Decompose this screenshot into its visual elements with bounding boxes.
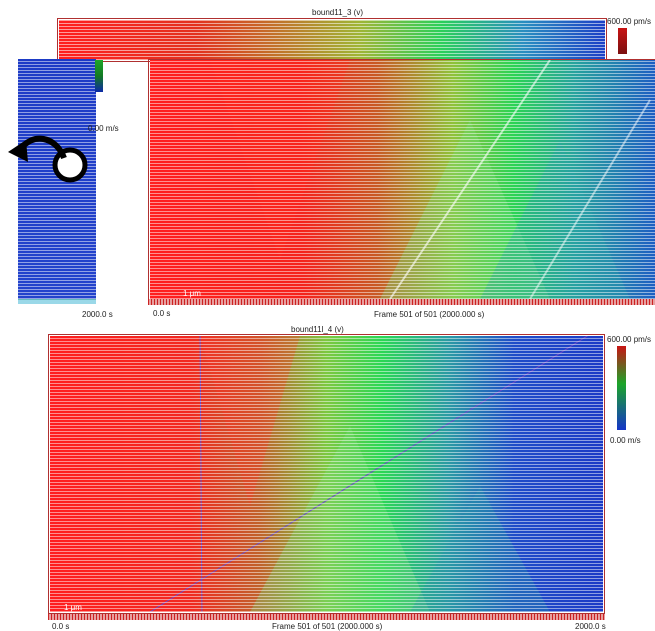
top-time-start: 0.0 s [153, 309, 171, 318]
bottom-timeline-bar[interactable] [48, 614, 605, 620]
top-main-field [150, 60, 655, 299]
bottom-time-end: 2000.0 s [575, 622, 606, 631]
left-colorbar [95, 60, 103, 92]
top-strip-field [59, 20, 605, 60]
bottom-main-frame [48, 334, 605, 614]
bottom-main-field [50, 336, 603, 612]
bottom-frame-text: Frame 501 of 501 (2000.000 s) [272, 622, 383, 631]
top-timeline-bar[interactable] [148, 299, 655, 305]
bottom-scale-max: 600.00 pm/s [607, 335, 652, 344]
bottom-time-start: 0.0 s [52, 622, 70, 631]
bottom-scale-min: 0.00 m/s [610, 436, 641, 445]
top-frame-text: Frame 501 of 501 (2000.000 s) [374, 310, 485, 319]
left-time-label: 2000.0 s [82, 310, 113, 319]
left-field [18, 59, 96, 299]
top-colorbar-small [618, 28, 627, 54]
bottom-colorbar [617, 346, 626, 430]
top-scale-bar-label: 1 μm [183, 289, 201, 298]
bottom-scale-bar-label: 1 μm [64, 603, 82, 612]
top-panel-title: bound11_3 (v) [312, 8, 363, 17]
rotate-arrow-icon[interactable] [4, 132, 88, 184]
bottom-panel-title: bound11l_4 (v) [291, 325, 344, 334]
top-scale-max: 600.00 pm/s [607, 17, 652, 26]
left-scale-min: 0.00 m/s [88, 124, 119, 133]
left-cyan-bar [18, 299, 96, 304]
